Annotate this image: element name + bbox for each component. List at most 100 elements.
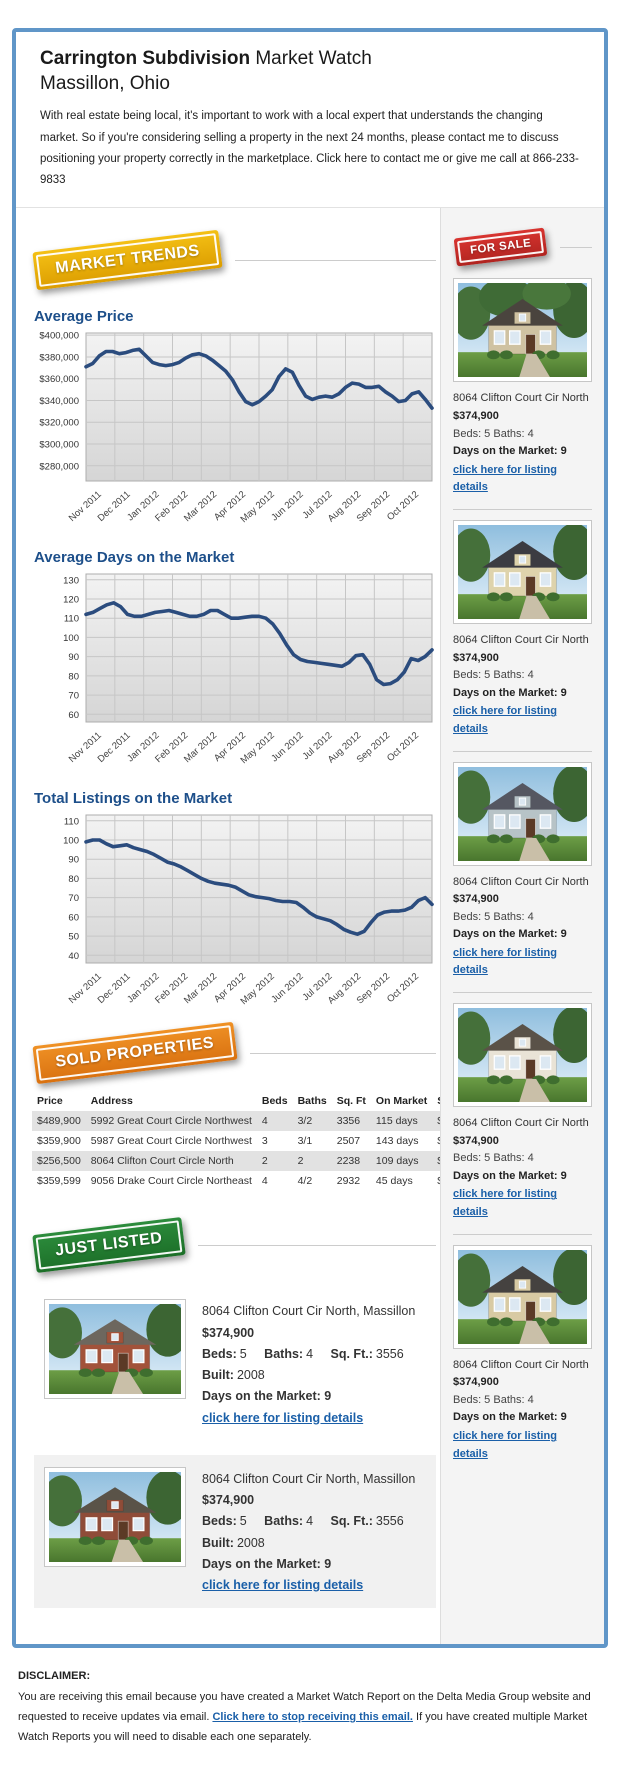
listing-price: $374,900 — [453, 1376, 499, 1389]
sold-properties-badge: SOLD PROPERTIES — [32, 1022, 238, 1085]
total-listings-chart: 110 100 90 80 70 60 50 40 Nov 2011 Dec 2011 Jan 20… — [32, 811, 436, 1011]
property-photo — [42, 1466, 190, 1567]
svg-text:Oct 2012: Oct 2012 — [385, 489, 421, 523]
listing-days-on-market: Days on the Market: 9 — [453, 1169, 567, 1182]
svg-text:Oct 2012: Oct 2012 — [385, 971, 421, 1005]
sold-properties-table: Price Address Beds Baths Sq. Ft On Marke… — [32, 1091, 494, 1191]
svg-text:100: 100 — [63, 633, 79, 644]
property-photo — [42, 1299, 190, 1400]
listing-specs: Beds: 5 Baths: 4 Sq. Ft.: 3556 Built: 2008 — [202, 1511, 426, 1554]
listing-details-link[interactable]: click here for listing details — [453, 1430, 557, 1460]
cell-baths: 2 — [297, 1155, 304, 1168]
sqft-label: Sq. Ft.: — [330, 1514, 373, 1529]
table-row: $359,900 5987 Great Court Circle Northwe… — [32, 1131, 494, 1151]
cell-baths: 3/1 — [297, 1135, 313, 1148]
built-label: Built: — [202, 1535, 234, 1550]
average-days-chart: 130 120 110 100 90 80 70 60 Nov 2011 Dec 2011 Jan … — [32, 570, 436, 770]
listing-details-link[interactable]: click here for listing details — [453, 946, 557, 977]
beds-label: Beds: — [202, 1514, 237, 1529]
cell-beds: 4 — [261, 1115, 268, 1128]
beds-label: Beds: — [202, 1346, 237, 1361]
svg-text:$300,000: $300,000 — [39, 440, 79, 451]
listing-address: 8064 Clifton Court Cir North — [453, 1117, 589, 1130]
baths-label: Baths: — [264, 1514, 304, 1529]
market-trends-badge-label: MARKET TRENDS — [35, 233, 220, 288]
listing-days-on-market: Days on the Market: 9 — [453, 1411, 567, 1424]
svg-text:50: 50 — [68, 932, 79, 943]
for-sale-section-header: FOR SALE — [453, 226, 592, 268]
baths-value: 4 — [306, 1346, 314, 1361]
built-value: 2008 — [236, 1535, 265, 1550]
cell-sqft: 2932 — [336, 1175, 361, 1188]
listing-details-link[interactable]: click here for listing details — [453, 705, 557, 735]
cell-baths: 4/2 — [297, 1175, 313, 1188]
baths-value: 4 — [306, 1514, 314, 1529]
listing-details-link[interactable]: click here for listing details — [453, 1188, 557, 1219]
sqft-value: 3556 — [375, 1346, 404, 1361]
average-price-chart: $400,000 $380,000 $360,000 $340,000 $320,000… — [32, 329, 436, 529]
cell-baths: 3/2 — [297, 1115, 313, 1128]
listing-beds-baths: Beds: 5 Baths: 4 — [453, 427, 534, 440]
divider — [560, 246, 592, 248]
listing-days-on-market: Days on the Market: 9 — [453, 686, 567, 699]
email-page: Carrington Subdivision Market Watch Mass… — [0, 28, 620, 1770]
svg-text:130: 130 — [63, 576, 79, 587]
svg-text:Jun 2012: Jun 2012 — [269, 730, 305, 764]
unsubscribe-link[interactable]: Click here to stop receiving this email. — [212, 1711, 413, 1724]
listing-beds-baths: Beds: 5 Baths: 4 — [453, 910, 534, 923]
cell-address: 5987 Great Court Circle Northwest — [90, 1135, 252, 1148]
cell-on-market: 115 days — [375, 1115, 418, 1128]
svg-text:$360,000: $360,000 — [39, 375, 79, 386]
for-sale-badge: FOR SALE — [453, 227, 548, 267]
just-listed-badge-label: JUST LISTED — [35, 1220, 183, 1271]
for-sale-listing: 8064 Clifton Court Cir North $374,900 Be… — [451, 1244, 596, 1476]
svg-text:$380,000: $380,000 — [39, 353, 79, 364]
built-value: 2008 — [236, 1368, 265, 1383]
svg-text:60: 60 — [68, 913, 79, 924]
svg-text:$320,000: $320,000 — [39, 418, 79, 429]
listing-address: 8064 Clifton Court Cir North — [453, 1358, 589, 1371]
property-photo — [451, 761, 596, 866]
svg-text:80: 80 — [68, 874, 79, 885]
listing-details-link[interactable]: click here for listing details — [202, 1578, 364, 1593]
header: Carrington Subdivision Market Watch Mass… — [16, 32, 604, 209]
listing-price: $374,900 — [453, 409, 499, 422]
for-sale-listing: 8064 Clifton Court Cir North $374,900 Be… — [451, 519, 596, 752]
just-listed-item: 8064 Clifton Court Cir North, Massillon … — [34, 1454, 436, 1609]
just-listed-badge: JUST LISTED — [32, 1217, 186, 1274]
svg-text:110: 110 — [64, 817, 79, 828]
listing-address: 8064 Clifton Court Cir North — [453, 392, 589, 405]
cell-beds: 3 — [261, 1135, 268, 1148]
listing-days-on-market: Days on the Market: 9 — [453, 928, 567, 941]
cell-sqft: 2507 — [336, 1135, 361, 1148]
divider — [197, 1244, 436, 1246]
svg-text:$340,000: $340,000 — [39, 396, 79, 407]
property-photo — [451, 278, 596, 383]
market-trends-section-header: MARKET TRENDS — [32, 230, 436, 291]
property-photo — [451, 519, 596, 624]
listing-address: 8064 Clifton Court Cir North — [453, 633, 589, 646]
built-label: Built: — [202, 1368, 234, 1383]
listing-details-link[interactable]: click here for listing details — [453, 463, 557, 494]
sqft-label: Sq. Ft.: — [330, 1346, 373, 1361]
just-listed-details: 8064 Clifton Court Cir North, Massillon … — [202, 1299, 426, 1429]
for-sale-sidebar: FOR SALE 8064 Clifton Court Cir North $3… — [440, 208, 604, 1645]
svg-text:100: 100 — [63, 836, 79, 847]
listing-price: $374,900 — [453, 1134, 499, 1147]
svg-text:70: 70 — [68, 691, 79, 702]
for-sale-listing: 8064 Clifton Court Cir North $374,900 Be… — [451, 1003, 596, 1235]
listing-details-link[interactable]: click here for listing details — [202, 1410, 364, 1425]
cell-on-market: 143 days — [375, 1135, 419, 1148]
svg-text:$400,000: $400,000 — [39, 331, 79, 342]
svg-text:110: 110 — [64, 614, 79, 625]
cell-price: $359,900 — [37, 1135, 81, 1148]
svg-text:Jun 2012: Jun 2012 — [269, 489, 305, 523]
svg-text:$280,000: $280,000 — [39, 462, 79, 473]
table-row: $489,900 5992 Great Court Circle Northwe… — [32, 1111, 494, 1132]
email-frame: Carrington Subdivision Market Watch Mass… — [12, 28, 608, 1649]
property-photo — [451, 1244, 596, 1349]
main-column: MARKET TRENDS Average Price $400,000 $380… — [16, 208, 494, 1644]
page-title: Carrington Subdivision Market Watch — [40, 46, 580, 72]
report-name: Market Watch — [250, 48, 372, 69]
for-sale-badge-label: FOR SALE — [456, 231, 545, 264]
